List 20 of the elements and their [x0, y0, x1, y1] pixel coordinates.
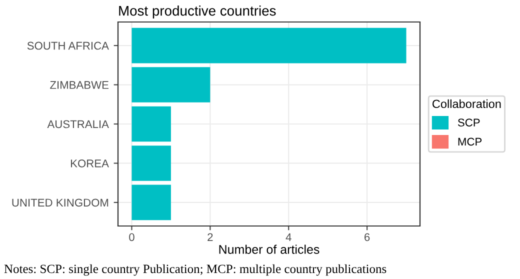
bar [132, 146, 171, 181]
bar [132, 28, 406, 64]
legend-title: Collaboration [432, 99, 501, 108]
x-tick-label: 0 [129, 233, 134, 242]
y-tick-label: ZIMBABWE [50, 81, 108, 89]
bar [132, 184, 171, 220]
x-tick-label: 4 [286, 233, 292, 241]
chart-title: Most productive countries [119, 6, 276, 18]
legend-label: SCP [458, 118, 480, 126]
y-tick-label: UNITED KINGDOM [12, 198, 108, 207]
x-axis-title: Number of articles [219, 244, 320, 254]
y-tick-label: AUSTRALIA [47, 120, 109, 128]
y-tick-label: SOUTH AFRICA [27, 42, 109, 50]
x-tick-label: 2 [208, 233, 213, 241]
bar [132, 106, 171, 142]
legend-label: MCP [458, 138, 482, 146]
text: Notes: SCP: single country Publication; MCP: multiple country publications [4, 264, 386, 276]
x-tick-label: 6 [364, 233, 370, 242]
bar [132, 67, 210, 102]
y-tick-label: KOREA [70, 160, 109, 168]
